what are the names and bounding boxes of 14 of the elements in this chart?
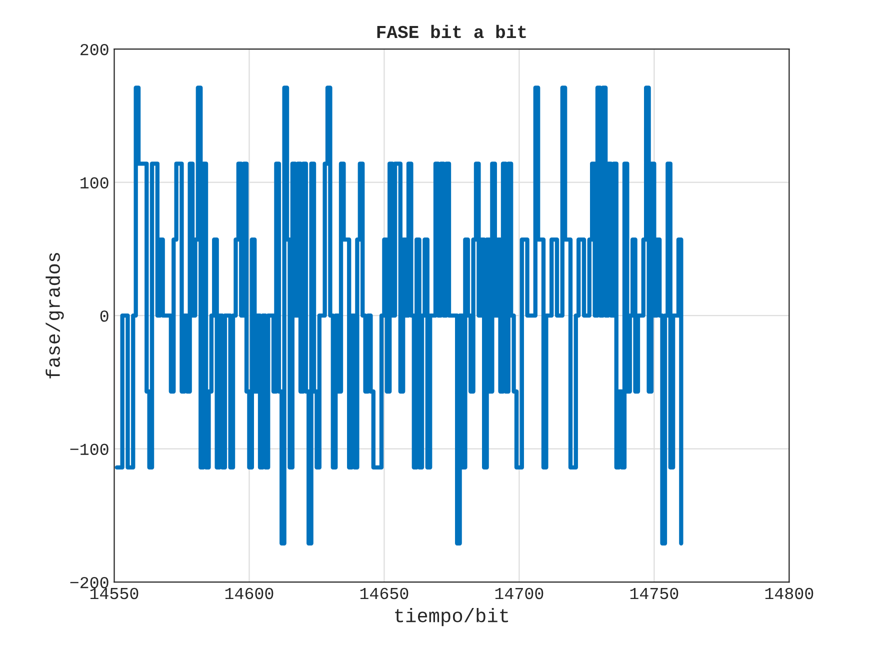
y-tick-label: 200 [80, 44, 108, 56]
y-axis-title: fase/grados [46, 252, 64, 378]
y-tick-label: 0 [100, 310, 108, 322]
x-tick-label: 14550 [90, 588, 138, 600]
x-tick-label: 14700 [495, 588, 544, 600]
x-tick-label: 14750 [630, 588, 678, 600]
x-tick-label: 14650 [360, 588, 408, 600]
y-tick-label: −200 [70, 576, 108, 588]
x-axis-title: tiempo/bit [395, 608, 508, 626]
chart-title: FASE bit a bit [377, 24, 526, 38]
y-tick-label: 100 [80, 177, 108, 189]
x-tick-label: 14600 [225, 588, 274, 600]
x-tick-label: 14800 [765, 588, 814, 600]
y-tick-label: −100 [70, 444, 108, 456]
